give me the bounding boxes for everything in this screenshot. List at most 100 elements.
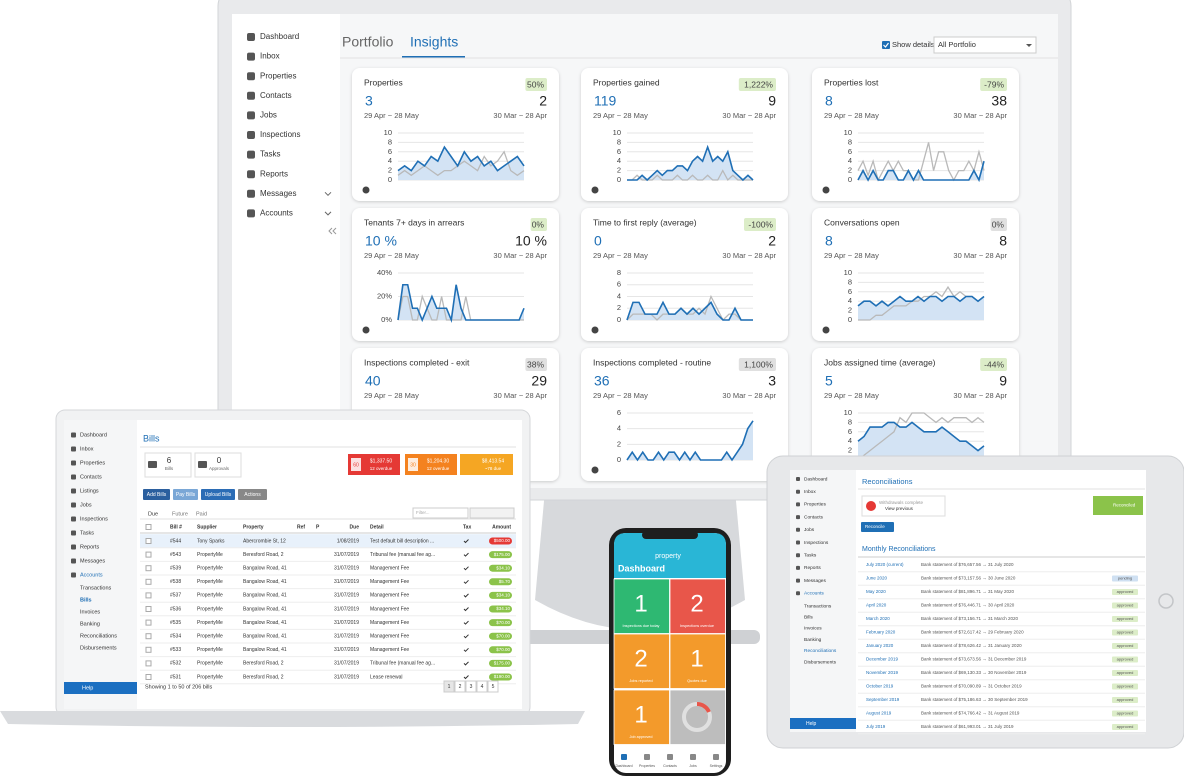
nav-icon — [71, 516, 76, 522]
page-number[interactable]: 4 — [481, 684, 484, 690]
current-area — [858, 161, 984, 180]
previous-range: 30 Mar ~ 28 Apr — [493, 251, 547, 260]
tile-number: 1 — [690, 645, 703, 672]
withdrawals-icon — [866, 501, 876, 511]
y-tick-label: 8 — [617, 268, 621, 277]
cell: Management Fee — [370, 634, 409, 640]
column-header: Tax — [463, 524, 471, 530]
nav-icon — [796, 578, 800, 583]
badge-bg — [525, 78, 547, 91]
button[interactable] — [173, 489, 198, 500]
dashboard-tile[interactable] — [613, 633, 670, 689]
nav-icon — [71, 488, 76, 494]
tab[interactable]: Paid — [196, 511, 207, 517]
cell: PropertyMe — [197, 661, 223, 667]
current-value: 8 — [825, 233, 833, 249]
button-label[interactable]: Add Bills — [147, 492, 167, 498]
nav-icon — [796, 565, 800, 570]
dashboard-tile[interactable] — [613, 578, 670, 634]
subnav-item: Invoices — [80, 609, 100, 615]
statement: Bank statement of $75,186.63 → 30 Septem… — [921, 697, 1028, 702]
button[interactable] — [143, 489, 170, 500]
page-number[interactable]: 3 — [470, 684, 473, 690]
page-button[interactable] — [454, 680, 466, 693]
amount-pill — [489, 646, 512, 654]
nav-item: Accounts — [260, 209, 293, 218]
overdue-note: 12 overdue — [427, 466, 450, 471]
page-button[interactable] — [465, 680, 477, 693]
tab-label[interactable]: Jobs — [689, 764, 697, 768]
nav-item: Contacts — [804, 514, 824, 520]
filter-input[interactable] — [412, 507, 469, 519]
nav-item: Tasks — [80, 530, 94, 536]
cell: 31/07/2019 — [334, 566, 359, 572]
current-value: 119 — [594, 93, 617, 109]
month-link: February 2020 — [866, 630, 896, 635]
y-tick-label: 2 — [617, 166, 621, 175]
dashboard-tile[interactable] — [613, 689, 670, 745]
tab-label[interactable]: Settings — [710, 764, 723, 768]
page-button[interactable] — [487, 680, 499, 693]
statement: Bank statement of $73,673.56 → 31 Decemb… — [921, 657, 1027, 662]
nav-icon — [71, 558, 76, 564]
page-button[interactable] — [476, 680, 488, 693]
cell: Management Fee — [370, 647, 409, 653]
current-line — [857, 295, 985, 307]
month-link: September 2019 — [866, 697, 900, 702]
tab[interactable]: Due — [148, 511, 158, 517]
month-link: May 2020 — [866, 589, 886, 594]
button-label[interactable]: Actions — [244, 492, 261, 498]
dashboard-tile[interactable] — [669, 578, 726, 634]
nav-icon — [796, 502, 800, 507]
current-line — [397, 283, 525, 324]
cell: #539 — [170, 566, 181, 572]
nav-item: Listings — [80, 488, 99, 494]
y-tick-label: 0 — [848, 175, 852, 184]
tab-label[interactable]: Properties — [639, 764, 655, 768]
y-tick-label: 6 — [848, 287, 852, 296]
tab-label[interactable]: Dashboard — [615, 764, 632, 768]
amount: $70.00 — [496, 647, 510, 652]
subnav-item: Transactions — [804, 603, 832, 609]
y-tick-label: 6 — [617, 280, 621, 289]
cell: Beresford Road, 2 — [243, 674, 284, 680]
tab-label[interactable]: Contacts — [663, 764, 677, 768]
portfolio-select — [933, 36, 1037, 54]
previous-value: 29 — [531, 373, 547, 389]
current-range: 29 Apr ~ 28 May — [824, 111, 879, 120]
reconcile-button-label[interactable]: Reconcile — [865, 524, 885, 529]
button-label[interactable]: Upload Bills — [205, 492, 232, 498]
current-range: 29 Apr ~ 28 May — [593, 111, 648, 120]
y-tick-label: 8 — [848, 417, 852, 426]
dashboard-tile[interactable] — [669, 633, 726, 689]
button[interactable] — [238, 489, 267, 500]
gauge-tile — [669, 689, 726, 745]
cell: PropertyMe — [197, 606, 223, 612]
amount: $5.70 — [499, 579, 511, 584]
month-link: October 2019 — [866, 684, 894, 689]
badge: 1,222% — [744, 79, 773, 89]
month-link: December 2019 — [866, 657, 899, 662]
month-link: January 2020 — [866, 643, 894, 648]
status-pill — [1112, 616, 1138, 622]
page-number[interactable]: 1 — [448, 684, 451, 690]
page-number[interactable]: 2 — [459, 684, 462, 690]
row-highlight — [140, 534, 516, 548]
badge: 1,100% — [744, 359, 773, 369]
page-number[interactable]: 5 — [492, 684, 495, 690]
nav-icon — [247, 209, 255, 218]
button-label[interactable]: Pay Bills — [176, 492, 196, 498]
statement: Bank statement of $73,156.71 → 31 March … — [921, 616, 1019, 621]
previous-range: 30 Mar ~ 28 Apr — [722, 111, 776, 120]
reconcile-button[interactable] — [861, 522, 894, 532]
page-button[interactable] — [443, 680, 455, 693]
y-tick-label: 0 — [848, 315, 852, 324]
tablet-home-button — [1158, 593, 1174, 609]
y-tick-label: 4 — [388, 156, 392, 165]
info-icon — [362, 326, 370, 334]
button[interactable] — [201, 489, 235, 500]
month-link: July 2020 (current) — [866, 562, 904, 567]
amount-pill — [489, 619, 512, 627]
y-tick-label: 6 — [848, 147, 852, 156]
tab[interactable]: Future — [172, 511, 188, 517]
